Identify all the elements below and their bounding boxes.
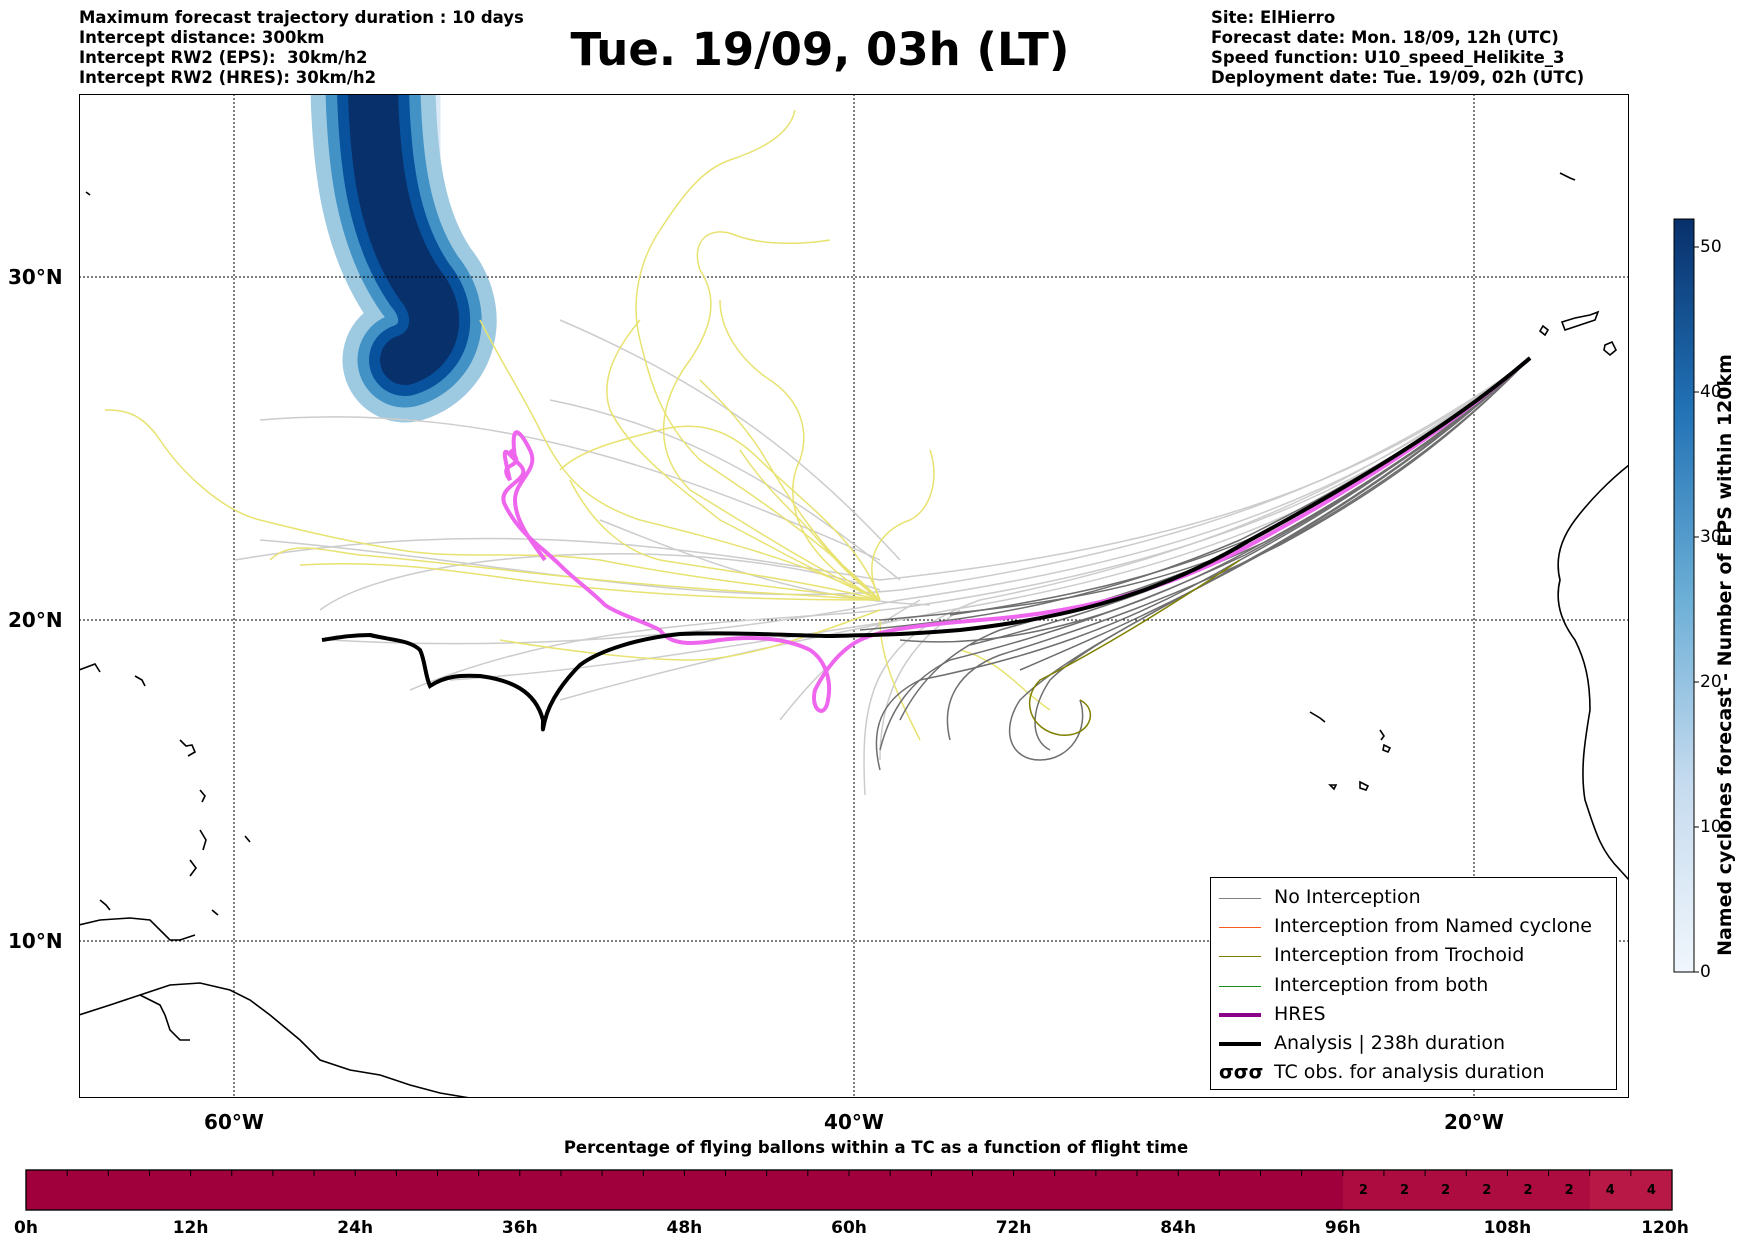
time-bar-cell-value: 2 (1441, 1183, 1451, 1198)
param-intercept-distance: Intercept distance: 300km (79, 28, 325, 47)
time-tick: 108h (1483, 1218, 1532, 1238)
legend-label: TC obs. for analysis duration (1274, 1061, 1545, 1084)
param-intercept-hres: Intercept RW2 (HRES): 30km/h2 (79, 68, 377, 87)
trochoid-intercept-trajectory (1029, 559, 1241, 736)
legend-label: Interception from Named cyclone (1274, 915, 1592, 938)
legend-label: Analysis | 238h duration (1274, 1031, 1506, 1054)
time-tick: 36h (501, 1218, 538, 1238)
colorbar-tick: 30 (1700, 527, 1722, 547)
param-intercept-eps: Intercept RW2 (EPS): 30km/h2 (79, 48, 368, 67)
legend-line-purple (1219, 1012, 1261, 1017)
lat-label-10n: 10°N (8, 929, 63, 953)
speed-function: Speed function: U10_speed_Helikite_3 (1211, 48, 1565, 67)
colorbar-tick: 10 (1700, 817, 1722, 837)
run-parameters: Maximum forecast trajectory duration : 1… (79, 8, 524, 88)
analysis-trajectory (321, 356, 1532, 732)
time-tick: 72h (995, 1218, 1032, 1238)
legend-line-orange (1219, 927, 1261, 929)
legend-label: HRES (1274, 1002, 1326, 1025)
legend-label: Interception from Trochoid (1274, 944, 1525, 967)
time-bar-cell-value: 2 (1523, 1183, 1533, 1198)
legend-item-analysis: Analysis | 238h duration (1211, 1030, 1616, 1059)
time-tick: 0h (14, 1218, 38, 1238)
legend-item-no-interception: No Interception (1211, 884, 1616, 913)
deployment-date: Deployment date: Tue. 19/09, 02h (UTC) (1211, 68, 1585, 87)
param-max-duration: Maximum forecast trajectory duration : 1… (79, 8, 524, 27)
hres-trajectory-tail (511, 430, 547, 562)
legend-item-both: Interception from both (1211, 972, 1616, 1001)
site-name: Site: ElHierro (1211, 8, 1336, 27)
legend-line-olive (1219, 956, 1261, 958)
colorbar-tick: 40 (1700, 382, 1722, 402)
page-title: Tue. 19/09, 03h (LT) (570, 23, 1070, 76)
time-tick: 96h (1324, 1218, 1361, 1238)
colorbar-tick: 0 (1700, 962, 1711, 982)
time-tick: 12h (172, 1218, 209, 1238)
legend-line-grey (1219, 898, 1261, 899)
lon-label-60w: 60°W (204, 1110, 264, 1134)
time-tick: 60h (831, 1218, 867, 1238)
legend-item-trochoid: Interception from Trochoid (1211, 942, 1616, 971)
lon-label-20w: 20°W (1444, 1110, 1504, 1134)
time-tick: 120h (1641, 1218, 1689, 1238)
time-bar-cell-value: 2 (1564, 1183, 1574, 1198)
legend-item-tc-obs: σσσ TC obs. for analysis duration (1211, 1059, 1616, 1088)
time-bar-cell-value: 2 (1482, 1183, 1492, 1198)
time-tick: 84h (1160, 1218, 1197, 1238)
time-bar-title: Percentage of flying ballons within a TC… (563, 1138, 1189, 1157)
time-bar-cell-value: 4 (1605, 1183, 1615, 1198)
lat-label-30n: 30°N (8, 265, 63, 289)
lat-label-20n: 20°N (8, 608, 63, 632)
coastlines (79, 172, 1629, 1098)
map-frame (79, 94, 1629, 1098)
time-bar-cell-value: 2 (1358, 1183, 1368, 1198)
colorbar-label: Named cyclones forecast - Number of EPS … (1714, 354, 1736, 956)
forecast-date: Forecast date: Mon. 18/09, 12h (UTC) (1211, 28, 1559, 47)
time-bar-cell-value: 4 (1646, 1183, 1656, 1198)
colorbar-tick: 20 (1700, 672, 1722, 692)
cyclone-density-swath (290, 94, 517, 443)
legend-label: Interception from both (1274, 973, 1489, 996)
legend-label: No Interception (1274, 886, 1421, 908)
time-tick: 24h (337, 1218, 374, 1238)
legend-line-black (1219, 1041, 1261, 1046)
lon-label-40w: 40°W (824, 1110, 884, 1134)
legend-item-hres: HRES (1211, 1001, 1616, 1030)
eps-trajectories-trochoid (104, 109, 1051, 741)
time-tick: 48h (666, 1218, 703, 1238)
site-info: Site: ElHierro Forecast date: Mon. 18/09… (1211, 8, 1584, 88)
map-legend: No Interception Interception from Named … (1210, 877, 1617, 1090)
eps-trajectories-dark (859, 357, 1531, 771)
time-bar-cell-value: 2 (1399, 1183, 1410, 1198)
tc-symbol-icon: σσσ (1219, 1061, 1264, 1084)
legend-item-named-cyclone: Interception from Named cyclone (1211, 913, 1616, 942)
legend-line-green (1219, 985, 1261, 987)
colorbar-tick: 50 (1700, 237, 1722, 257)
